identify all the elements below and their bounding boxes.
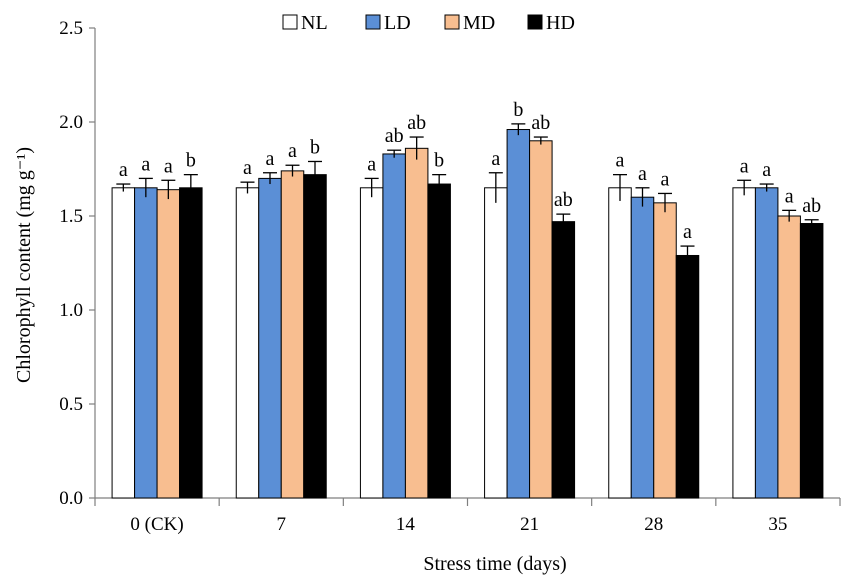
bar: [630, 196, 655, 499]
x-tick-label: 28: [644, 514, 663, 535]
x-tick-label: 21: [520, 514, 539, 535]
significance-letter: a: [762, 159, 771, 181]
significance-letter: ab: [802, 195, 821, 217]
y-tick-label: 0.0: [59, 488, 83, 509]
significance-letter: a: [119, 159, 128, 181]
significance-letter: ab: [407, 112, 426, 134]
bar: [754, 187, 779, 499]
error-bars: [116, 123, 819, 265]
significance-letter: ab: [554, 189, 573, 211]
significance-letter: a: [661, 168, 670, 190]
legend-swatch: [282, 14, 298, 30]
legend-swatch: [444, 14, 460, 30]
significance-letter: a: [740, 155, 749, 177]
bar: [134, 187, 158, 499]
significance-letter: ab: [531, 112, 550, 134]
significance-letter: a: [491, 148, 500, 170]
x-axis-label: Stress time (days): [423, 553, 566, 575]
bar: [484, 187, 508, 499]
bar: [653, 202, 677, 499]
legend-label: MD: [463, 12, 495, 34]
bar: [427, 183, 451, 499]
bar: [156, 189, 181, 499]
y-tick-label: 1.0: [59, 300, 83, 321]
bars: [111, 129, 824, 499]
significance-letter: a: [288, 140, 297, 162]
legend: NL LD MD HD: [282, 12, 575, 34]
significance-letter: a: [141, 153, 150, 175]
significance-letter: b: [186, 150, 196, 172]
bar: [675, 254, 700, 499]
bar: [382, 153, 406, 499]
x-tick-label: 14: [396, 514, 416, 535]
bar: [608, 187, 632, 499]
significance-letter: b: [434, 150, 444, 172]
y-tick-label: 1.5: [59, 206, 83, 227]
x-tick-label: 0 (CK): [130, 514, 183, 535]
legend-swatch: [527, 14, 543, 30]
significance-letter: a: [785, 185, 794, 207]
bar: [303, 174, 327, 499]
bar: [280, 170, 305, 499]
legend-swatch: [365, 14, 381, 30]
significance-letter: a: [616, 150, 625, 172]
bar: [551, 221, 576, 499]
significance-letter: ab: [385, 125, 404, 147]
y-axis-label: Chlorophyll content (mg g⁻¹): [13, 147, 35, 383]
legend-label: LD: [384, 12, 411, 34]
bar: [111, 187, 136, 499]
y-tick-label: 2.5: [59, 18, 83, 39]
significance-letter: a: [164, 155, 173, 177]
bar: [359, 187, 384, 499]
significance-letter: b: [513, 99, 523, 121]
bar: [404, 147, 429, 499]
significance-letter: a: [367, 153, 376, 175]
significance-letter: a: [266, 148, 275, 170]
legend-label: NL: [301, 12, 328, 34]
bar: [179, 187, 203, 499]
y-tick-label: 0.5: [59, 394, 83, 415]
x-tick-label: 7: [277, 514, 287, 535]
significance-letter: b: [310, 136, 320, 158]
bar: [529, 140, 553, 499]
y-tick-label: 2.0: [59, 112, 83, 133]
significance-letter: a: [243, 157, 252, 179]
bar: [732, 187, 756, 499]
bar: [777, 215, 801, 499]
x-tick-label: 35: [768, 514, 787, 535]
axes: 0.0 0.5 1.0 1.5 2.0 2.5 0 (CK) 7 14 21 28 35: [59, 18, 841, 535]
significance-letter: a: [638, 163, 647, 185]
bar: [799, 223, 824, 499]
bar: [506, 129, 531, 499]
bar: [235, 187, 260, 499]
legend-label: HD: [546, 12, 575, 34]
bar: [258, 177, 282, 499]
significance-letter: a: [683, 221, 692, 243]
